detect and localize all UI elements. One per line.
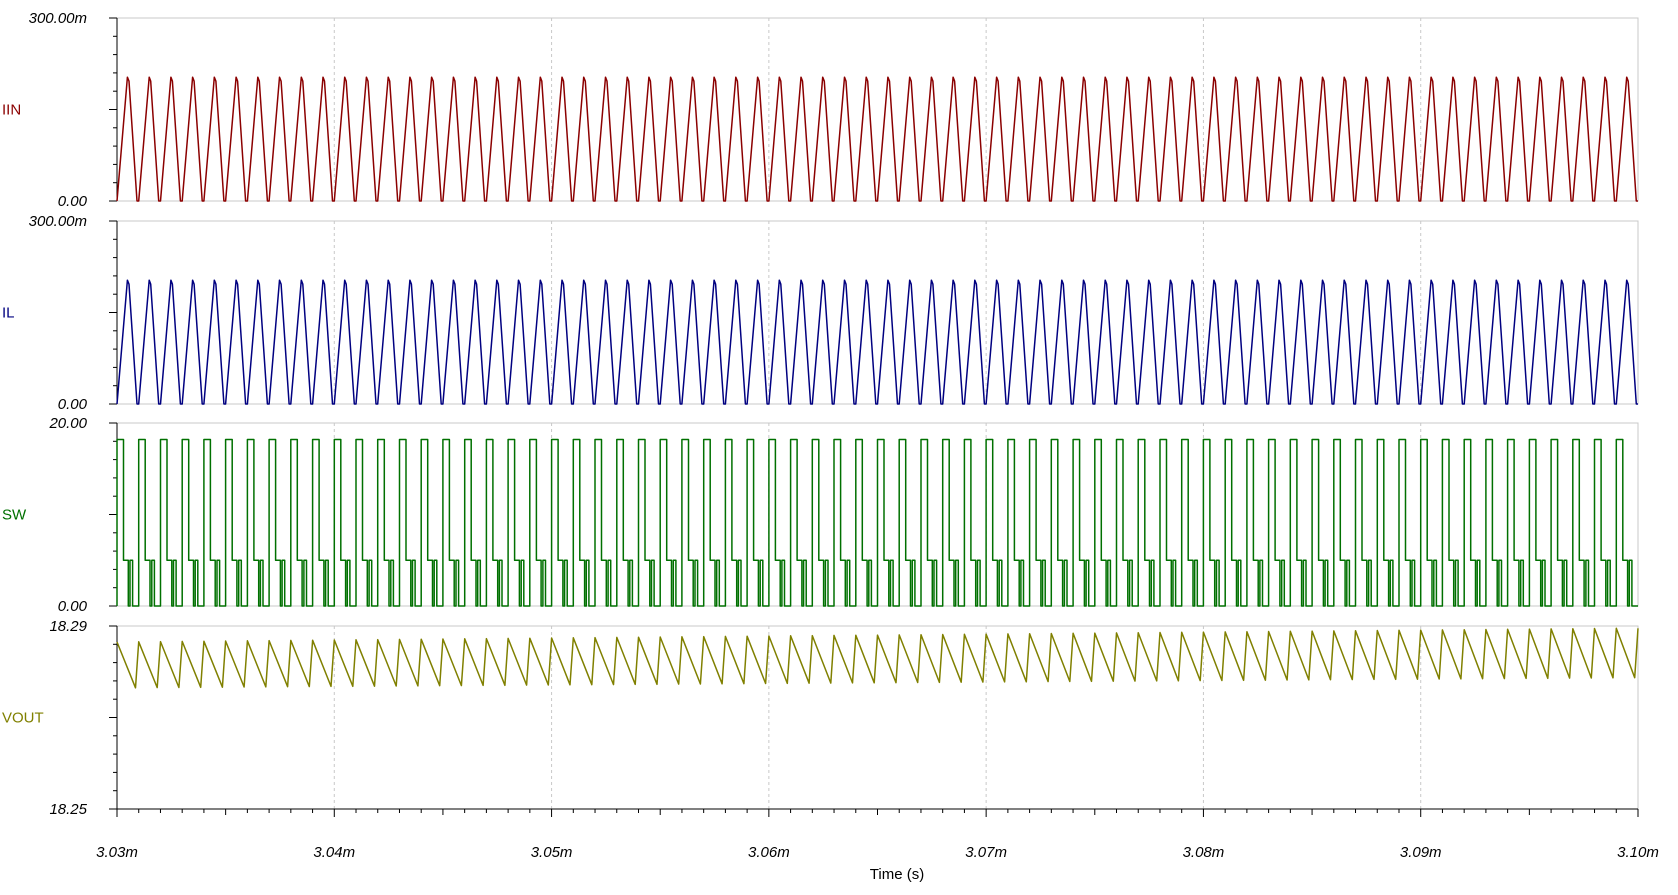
signal-name-il: IL — [2, 305, 15, 322]
panel-frame — [116, 220, 1639, 405]
y-min-label: 0.00 — [58, 598, 88, 615]
panel-il: 300.00m 0.00 IL — [2, 213, 1639, 413]
y-max-label: 18.29 — [49, 618, 87, 635]
x-tick-label: 3.04m — [313, 844, 355, 861]
series-line-sw — [116, 438, 1638, 607]
signal-name-iin: IIN — [2, 102, 21, 119]
series-line-il — [116, 279, 1638, 405]
y-min-label: 0.00 — [58, 396, 88, 413]
panel-sw: 20.00 0.00 SW — [2, 415, 1639, 615]
x-tick-label: 3.03m — [96, 844, 138, 861]
x-axis: 3.03m 3.04m 3.05m 3.06m 3.07m 3.08m 3.09m 3.10m — [96, 808, 1659, 861]
signal-name-vout: VOUT — [2, 710, 44, 727]
panel-vout: 18.29 18.25 VOUT — [2, 618, 1639, 818]
y-max-label: 20.00 — [48, 415, 87, 432]
y-min-label: 18.25 — [49, 801, 87, 818]
panels-layer: 300.00m 0.00 IIN 300.00m 0.00 IL 20.00 0.00 SW 18… — [2, 10, 1639, 818]
y-max-label: 300.00m — [29, 213, 87, 230]
signal-name-sw: SW — [2, 507, 27, 524]
panel-frame — [116, 625, 1639, 810]
x-tick-label: 3.05m — [531, 844, 573, 861]
panel-iin: 300.00m 0.00 IIN — [2, 10, 1639, 210]
x-axis-title: Time (s) — [870, 866, 924, 883]
x-tick-label: 3.06m — [748, 844, 790, 861]
series-line-vout — [116, 627, 1639, 689]
panel-frame — [116, 17, 1639, 202]
y-max-label: 300.00m — [29, 10, 87, 27]
series-line-iin — [116, 76, 1638, 202]
x-tick-label: 3.07m — [965, 844, 1007, 861]
y-min-label: 0.00 — [58, 193, 88, 210]
x-tick-label: 3.09m — [1400, 844, 1442, 861]
x-tick-label: 3.10m — [1617, 844, 1659, 861]
x-tick-label: 3.08m — [1183, 844, 1225, 861]
